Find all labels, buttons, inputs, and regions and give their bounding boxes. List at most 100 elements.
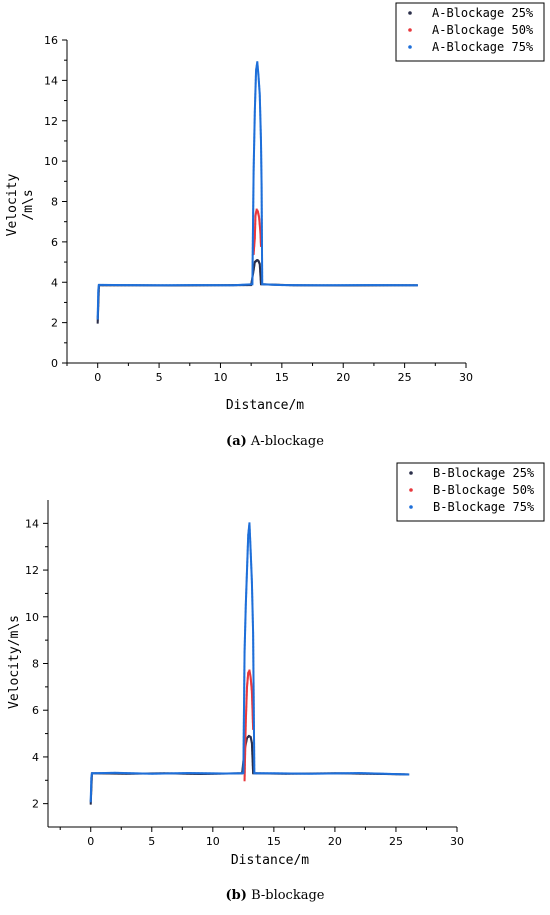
chart-b-legend-label: B-Blockage 50% bbox=[433, 483, 535, 497]
chart-a-data-point bbox=[254, 91, 257, 94]
chart-a-data-point bbox=[96, 308, 99, 311]
chart-b-data-point bbox=[244, 727, 247, 730]
chart-a-data-point bbox=[261, 267, 264, 270]
chart-b-data-point bbox=[243, 648, 246, 651]
chart-a-data-point bbox=[103, 283, 106, 286]
chart-a-data-point bbox=[182, 284, 185, 287]
chart-a-data-point bbox=[247, 283, 250, 286]
chart-b-data-point bbox=[252, 698, 255, 701]
chart-b-data-point bbox=[243, 646, 246, 649]
chart-a-data-point bbox=[284, 284, 287, 287]
chart-b-data-point bbox=[252, 732, 255, 735]
chart-b-data-point bbox=[253, 750, 256, 753]
chart-b-data-point bbox=[247, 671, 250, 674]
chart-b-data-point bbox=[156, 772, 159, 775]
chart-b-data-point bbox=[252, 673, 255, 676]
chart-b-data-point bbox=[252, 641, 255, 644]
chart-b-data-point bbox=[250, 583, 253, 586]
chart-b-data-point bbox=[252, 686, 255, 689]
chart-b-data-point bbox=[244, 741, 247, 744]
chart-a-x-tick-label: 25 bbox=[398, 371, 412, 384]
chart-a-data-point bbox=[260, 224, 263, 227]
chart-b-data-point bbox=[243, 653, 246, 656]
chart-b-data-point bbox=[245, 688, 248, 691]
chart-b-data-point bbox=[243, 696, 246, 699]
chart-b-data-point bbox=[90, 787, 93, 790]
chart-a-data-point bbox=[260, 208, 263, 211]
chart-b-data-point bbox=[243, 668, 246, 671]
chart-b-data-point bbox=[250, 571, 253, 574]
chart-b-data-point bbox=[393, 773, 396, 776]
chart-b-data-point bbox=[252, 683, 255, 686]
chart-b-data-point bbox=[252, 725, 255, 728]
chart-a-data-point bbox=[252, 193, 255, 196]
chart-b-data-point bbox=[253, 758, 256, 761]
chart-b-data-point bbox=[250, 684, 253, 687]
chart-a-data-point bbox=[177, 284, 180, 287]
chart-a-data-point bbox=[174, 284, 177, 287]
chart-b-data-point bbox=[242, 715, 245, 718]
chart-a-data-point bbox=[251, 260, 254, 263]
chart-a-data-point bbox=[251, 283, 254, 286]
chart-a-data-point bbox=[353, 284, 356, 287]
chart-b-data-point bbox=[242, 769, 245, 772]
chart-a-data-point bbox=[193, 284, 196, 287]
chart-a-data-point bbox=[253, 127, 256, 130]
chart-a-legend-label: A-Blockage 25% bbox=[432, 6, 534, 20]
chart-b-data-point bbox=[249, 546, 252, 549]
chart-a-data-point bbox=[254, 97, 257, 100]
chart-b-data-point bbox=[279, 772, 282, 775]
chart-b-data-point bbox=[252, 729, 255, 732]
chart-b-data-point bbox=[245, 579, 248, 582]
chart-b-data-point bbox=[243, 680, 246, 683]
chart-b-data-point bbox=[243, 674, 246, 677]
chart-b-data-point bbox=[248, 531, 251, 534]
chart-b-data-point bbox=[194, 772, 197, 775]
chart-a-data-point bbox=[265, 283, 268, 286]
chart-a-data-point bbox=[253, 266, 256, 269]
chart-b-data-point bbox=[246, 558, 249, 561]
chart-a-data-point bbox=[261, 269, 264, 272]
chart-a-data-point bbox=[259, 103, 261, 106]
chart-b-data-point bbox=[243, 671, 246, 674]
chart-b-data-point bbox=[243, 695, 246, 698]
chart-a-data-point bbox=[260, 180, 263, 183]
chart-a-data-point bbox=[97, 286, 100, 289]
chart-b-data-point bbox=[242, 708, 245, 711]
chart-a-data-point bbox=[260, 160, 263, 163]
chart-a-data-point bbox=[178, 284, 181, 287]
chart-a-data-point bbox=[251, 252, 254, 255]
chart-b-data-point bbox=[101, 772, 104, 775]
chart-b-data-point bbox=[250, 685, 253, 688]
chart-b-data-point bbox=[248, 669, 251, 672]
chart-b-data-point bbox=[251, 612, 254, 615]
chart-a-data-point bbox=[254, 81, 257, 84]
chart-a-data-point bbox=[96, 320, 99, 323]
chart-a-data-point bbox=[310, 284, 313, 287]
chart-b-data-point bbox=[243, 702, 246, 705]
chart-a-data-point bbox=[260, 248, 263, 251]
chart-a-data-point bbox=[259, 133, 262, 136]
chart-b-data-point bbox=[244, 606, 247, 609]
chart-b-data-point bbox=[249, 543, 252, 546]
chart-a-data-point bbox=[252, 217, 255, 220]
chart-a-data-point bbox=[304, 284, 307, 287]
chart-a-data-point bbox=[254, 85, 257, 88]
chart-a-data-point bbox=[261, 283, 264, 286]
chart-a-data-point bbox=[259, 105, 262, 108]
chart-b-data-point bbox=[243, 650, 246, 653]
chart-a-data-point bbox=[255, 69, 258, 72]
chart-b-data-point bbox=[118, 771, 121, 774]
chart-a-data-point bbox=[252, 220, 255, 223]
chart-b-data-point bbox=[386, 772, 389, 775]
chart-b-data-point bbox=[244, 738, 247, 741]
chart-b-data-point bbox=[225, 772, 228, 775]
chart-a-data-point bbox=[220, 284, 223, 287]
chart-b-data-point bbox=[234, 772, 237, 775]
chart-b-data-point bbox=[95, 772, 98, 775]
chart-a-data-point bbox=[201, 284, 204, 287]
chart-b-data-point bbox=[250, 739, 253, 742]
chart-a-data-point bbox=[370, 284, 373, 287]
chart-b-data-point bbox=[244, 616, 247, 619]
chart-b-data-point bbox=[244, 631, 247, 634]
